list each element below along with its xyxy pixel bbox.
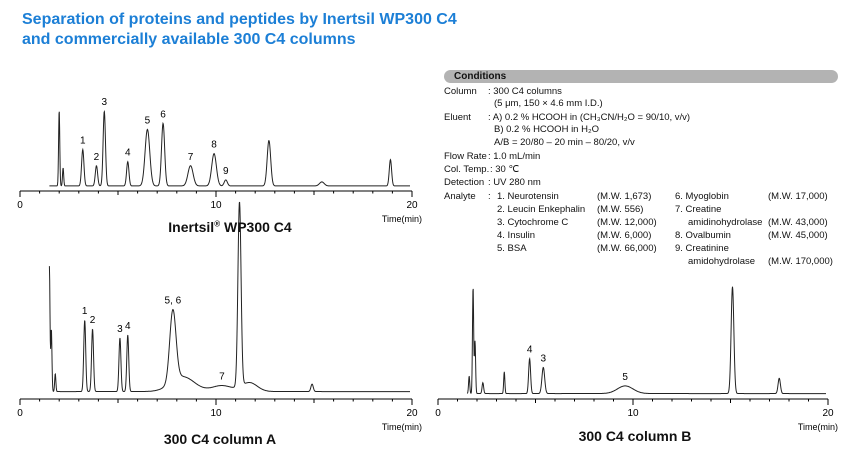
- x-axis-label: Time(min): [798, 422, 838, 432]
- title-line-2: and commercially available 300 C4 column…: [22, 31, 356, 48]
- x-tick-label: 0: [17, 408, 23, 419]
- column-spec: (5 μm, 150 × 4.6 mm I.D.): [494, 98, 603, 109]
- chart-title-column-b: 300 C4 column B: [578, 428, 692, 444]
- analyte-name: 1. Neurotensin: [497, 191, 559, 202]
- column-label: Column: [444, 86, 477, 97]
- peak-label: 4: [125, 321, 131, 332]
- analyte-name: 6. Myoglobin: [675, 191, 729, 202]
- analyte-name: 3. Cytochrome C: [497, 217, 569, 228]
- detection-label: Detection: [444, 177, 485, 188]
- peak-label: 1: [80, 136, 86, 147]
- analyte-name: amidohydrolase: [688, 256, 756, 267]
- chromatogram-trace-2: [48, 201, 410, 393]
- x-tick-label: 0: [17, 200, 23, 211]
- chromatogram-trace-1: [49, 109, 410, 187]
- chart-title-wp300: Inertsil® WP300 C4: [168, 219, 292, 235]
- peak-label: 3: [101, 97, 107, 108]
- analyte-name: 5. BSA: [497, 243, 527, 254]
- flow-label: Flow Rate: [444, 151, 487, 162]
- temp-label: Col. Temp.: [444, 164, 490, 175]
- x-axis-label: Time(min): [382, 422, 422, 432]
- flow-value: : 1.0 mL/min: [488, 151, 541, 162]
- analyte-colon: :: [488, 191, 491, 202]
- eluent-b: B) 0.2 % HCOOH in H₂O: [494, 124, 600, 135]
- column-value: : 300 C4 columns: [488, 86, 562, 97]
- peak-label: 5: [145, 115, 151, 126]
- peak-label: 7: [188, 152, 194, 163]
- x-tick-label: 20: [406, 200, 418, 211]
- analyte-mw: (M.W. 6,000): [597, 230, 652, 241]
- x-axis-label: Time(min): [382, 214, 422, 224]
- peak-label: 5: [622, 372, 628, 383]
- analyte-mw: (M.W. 1,673): [597, 191, 652, 202]
- peak-label: 2: [90, 315, 96, 326]
- chromatogram-trace-3: [466, 286, 826, 395]
- peak-label: 4: [125, 148, 131, 159]
- eluent-gradient: A/B = 20/80 – 20 min – 80/20, v/v: [494, 137, 635, 148]
- peak-label: 1: [82, 306, 88, 317]
- peak-label: 9: [223, 166, 229, 177]
- peak-label: 8: [211, 140, 217, 151]
- analyte-name: 4. Insulin: [497, 230, 536, 241]
- peak-label: 2: [94, 152, 100, 163]
- analyte-mw: (M.W. 43,000): [768, 217, 828, 228]
- peak-label: 7: [219, 372, 225, 383]
- analyte-name: amidinohydrolase: [688, 217, 763, 228]
- x-tick-label: 0: [435, 408, 441, 419]
- peak-label: 3: [541, 353, 547, 364]
- peak-label: 5, 6: [165, 296, 182, 307]
- analyte-name: 2. Leucin Enkephalin: [497, 204, 586, 215]
- analyte-mw: (M.W. 66,000): [597, 243, 657, 254]
- temp-value: : 30 ℃: [490, 164, 520, 175]
- analyte-mw: (M.W. 170,000): [768, 256, 833, 267]
- x-tick-label: 20: [406, 408, 418, 419]
- analyte-label: Analyte: [444, 191, 476, 202]
- analyte-mw: (M.W. 556): [597, 204, 644, 215]
- analyte-mw: (M.W. 45,000): [768, 230, 828, 241]
- conditions-header: Conditions: [444, 70, 838, 83]
- analyte-name: 7. Creatine: [675, 204, 722, 215]
- peak-label: 4: [527, 345, 533, 356]
- title-line-1: Separation of proteins and peptides by I…: [22, 11, 457, 28]
- eluent-label: Eluent: [444, 112, 471, 123]
- analyte-name: 8. Ovalbumin: [675, 230, 731, 241]
- chart-title-column-a: 300 C4 column A: [163, 431, 277, 447]
- x-tick-label: 10: [627, 408, 639, 419]
- x-tick-label: 10: [210, 200, 222, 211]
- peak-label: 3: [117, 324, 123, 335]
- x-tick-label: 10: [210, 408, 222, 419]
- detection-value: : UV 280 nm: [488, 177, 541, 188]
- peak-label: 6: [160, 109, 166, 120]
- eluent-a: : A) 0.2 % HCOOH in (CH₃CN/H₂O = 90/10, …: [488, 112, 691, 123]
- analyte-mw: (M.W. 17,000): [768, 191, 828, 202]
- x-tick-label: 20: [822, 408, 834, 419]
- analyte-mw: (M.W. 12,000): [597, 217, 657, 228]
- page-title: Separation of proteins and peptides by I…: [22, 10, 457, 50]
- analyte-name: 9. Creatinine: [675, 243, 729, 254]
